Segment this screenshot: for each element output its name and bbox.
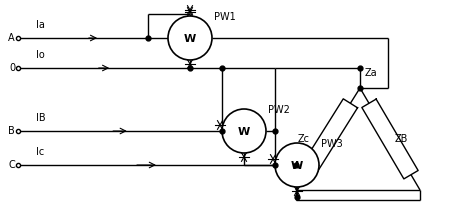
Text: Zc: Zc [298, 134, 310, 144]
Text: Za: Za [365, 68, 378, 78]
Text: Ia: Ia [36, 20, 45, 30]
Text: PW1: PW1 [214, 12, 236, 22]
Text: IB: IB [36, 113, 45, 123]
Circle shape [168, 16, 212, 60]
Text: 0: 0 [9, 63, 15, 73]
Text: B: B [8, 126, 15, 136]
Text: ZB: ZB [395, 134, 409, 144]
Text: C: C [8, 160, 15, 170]
Text: W: W [291, 161, 303, 171]
Circle shape [275, 143, 319, 187]
Text: PW3: PW3 [321, 139, 343, 149]
Text: W: W [184, 34, 196, 44]
Circle shape [222, 109, 266, 153]
Text: Ic: Ic [36, 147, 44, 157]
Text: W: W [238, 127, 250, 137]
Text: Io: Io [36, 50, 45, 60]
Text: A: A [8, 33, 15, 43]
Text: PW2: PW2 [268, 105, 290, 115]
